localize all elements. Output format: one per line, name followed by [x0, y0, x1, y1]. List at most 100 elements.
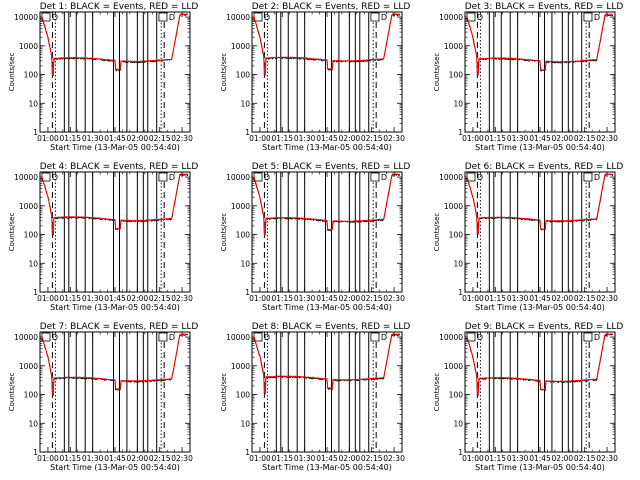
- x-tick-label: 02:15: [149, 134, 171, 143]
- x-tick-label: 02:30: [383, 294, 405, 303]
- x-tick-label: 01:45: [316, 134, 338, 143]
- x-tick-label: 01:30: [507, 134, 529, 143]
- y-axis-label: Counts/sec: [220, 53, 228, 92]
- x-tick-label: 02:30: [171, 454, 193, 463]
- panel-det-1: Det 1: BLACK = Events, RED = LLD 1 10 100 10…: [8, 2, 198, 152]
- panel-title: Det 5: BLACK = Events, RED = LLD: [252, 162, 411, 172]
- x-tick-label: 02:00: [552, 134, 574, 143]
- y-axis-label: Counts/sec: [433, 53, 441, 92]
- x-tick-label: 02:00: [339, 294, 361, 303]
- panel-title: Det 8: BLACK = Events, RED = LLD: [252, 322, 411, 332]
- x-tick-label: 01:00: [37, 294, 59, 303]
- panel-det-7: Det 7: BLACK = Events, RED = LLD 1 10 100 10…: [8, 322, 198, 472]
- box-marker-label: D: [264, 333, 270, 342]
- x-tick-label: 02:15: [361, 454, 383, 463]
- series-lld-line: [253, 13, 401, 75]
- y-tick-label: 10000: [439, 333, 463, 342]
- y-tick-label: 1: [245, 288, 250, 297]
- series-lld-line: [466, 173, 613, 235]
- box-marker: [158, 172, 168, 182]
- x-tick-label: 01:30: [294, 454, 316, 463]
- x-tick-label: 01:45: [104, 134, 126, 143]
- y-tick-label: 1: [245, 448, 250, 457]
- x-tick-label: 01:00: [249, 454, 271, 463]
- y-axis-label: Counts/sec: [433, 213, 441, 252]
- y-tick-label: 1: [458, 128, 463, 137]
- x-tick-label: 02:00: [127, 454, 149, 463]
- axis-frame: [39, 331, 191, 453]
- box-marker-label: D: [169, 173, 175, 182]
- x-axis-label: Start Time (13-Mar-05 00:54:40): [262, 463, 392, 472]
- x-tick-label: 02:00: [552, 454, 574, 463]
- x-tick-label: 01:45: [529, 134, 551, 143]
- x-tick-label: 02:00: [339, 454, 361, 463]
- series-lld-line: [253, 173, 401, 236]
- x-tick-label: 01:15: [271, 294, 293, 303]
- x-tick-label: 01:15: [59, 134, 81, 143]
- y-tick-label: 10: [28, 99, 38, 108]
- axis-frame: [251, 171, 403, 293]
- x-axis-label: Start Time (13-Mar-05 00:54:40): [50, 143, 180, 152]
- panel-title: Det 4: BLACK = Events, RED = LLD: [40, 162, 199, 172]
- x-tick-label: 01:30: [507, 454, 529, 463]
- x-tick-label: 01:45: [104, 294, 126, 303]
- panel-title: Det 7: BLACK = Events, RED = LLD: [40, 322, 199, 332]
- x-axis-label: Start Time (13-Mar-05 00:54:40): [475, 463, 605, 472]
- x-tick-label: 02:15: [574, 454, 596, 463]
- axis-frame: [39, 11, 191, 133]
- x-tick-label: 02:30: [171, 134, 193, 143]
- axis-frame: [251, 11, 403, 133]
- panel-det-4: Det 4: BLACK = Events, RED = LLD 1 10 100 10…: [8, 162, 198, 312]
- x-tick-label: 01:00: [462, 294, 484, 303]
- box-marker: [158, 332, 168, 342]
- x-tick-label: 01:30: [82, 454, 104, 463]
- x-axis-label: Start Time (13-Mar-05 00:54:40): [262, 303, 392, 312]
- y-tick-label: 1000: [19, 42, 38, 51]
- y-tick-label: 1: [33, 128, 38, 137]
- y-tick-label: 100: [449, 391, 464, 400]
- x-tick-label: 01:00: [462, 134, 484, 143]
- y-tick-label: 1: [458, 288, 463, 297]
- x-tick-label: 02:15: [361, 134, 383, 143]
- series-lld-line: [466, 13, 614, 76]
- panel-title: Det 6: BLACK = Events, RED = LLD: [465, 162, 624, 172]
- panel-title: Det 1: BLACK = Events, RED = LLD: [40, 2, 199, 12]
- box-marker: [370, 172, 380, 182]
- y-tick-label: 10: [453, 419, 463, 428]
- x-tick-label: 01:45: [104, 454, 126, 463]
- box-marker-label: D: [594, 13, 600, 22]
- axis-frame: [251, 331, 403, 453]
- box-marker: [583, 332, 593, 342]
- y-tick-label: 1000: [19, 362, 38, 371]
- y-tick-label: 1000: [19, 202, 38, 211]
- x-axis-label: Start Time (13-Mar-05 00:54:40): [50, 463, 180, 472]
- y-tick-label: 100: [449, 71, 464, 80]
- panel-det-5: Det 5: BLACK = Events, RED = LLD 1 10 100 10…: [220, 162, 410, 312]
- y-tick-label: 1000: [444, 202, 463, 211]
- y-axis-label: Counts/sec: [8, 53, 16, 92]
- x-tick-label: 01:15: [484, 134, 506, 143]
- box-marker-label: D: [381, 173, 387, 182]
- y-tick-label: 1: [458, 448, 463, 457]
- x-tick-label: 01:15: [59, 454, 81, 463]
- y-tick-label: 10000: [226, 13, 250, 22]
- y-axis-label: Counts/sec: [433, 373, 441, 412]
- y-tick-label: 100: [24, 71, 39, 80]
- panel-title: Det 2: BLACK = Events, RED = LLD: [252, 2, 411, 12]
- y-tick-label: 100: [24, 391, 39, 400]
- x-tick-label: 01:15: [484, 454, 506, 463]
- y-tick-label: 10000: [14, 333, 38, 342]
- box-marker-label: D: [264, 13, 270, 22]
- panel-det-8: Det 8: BLACK = Events, RED = LLD 1 10 100 10…: [220, 322, 410, 472]
- y-tick-label: 100: [24, 231, 39, 240]
- y-tick-label: 10: [240, 419, 250, 428]
- x-tick-label: 02:30: [596, 454, 618, 463]
- x-tick-label: 02:15: [149, 294, 171, 303]
- panel-title: Det 9: BLACK = Events, RED = LLD: [465, 322, 624, 332]
- y-tick-label: 10000: [14, 13, 38, 22]
- x-tick-label: 01:30: [82, 294, 104, 303]
- y-tick-label: 10: [453, 99, 463, 108]
- x-tick-label: 01:00: [37, 454, 59, 463]
- x-tick-label: 01:30: [294, 134, 316, 143]
